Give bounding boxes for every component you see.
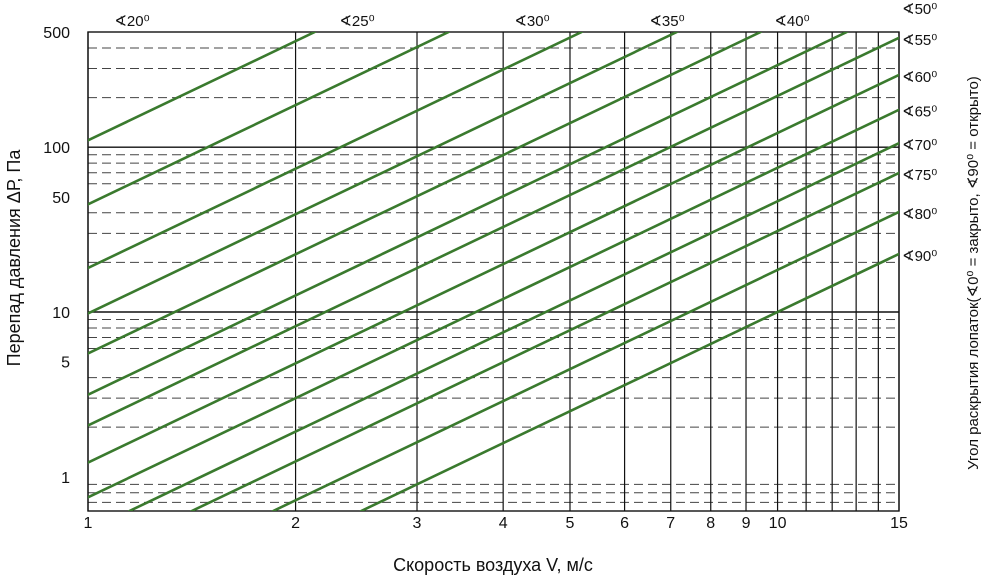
grid bbox=[87, 31, 900, 512]
series-line bbox=[88, 32, 762, 355]
series-line bbox=[88, 73, 899, 464]
series-lines bbox=[88, 32, 899, 511]
series-label: ∢75⁰ bbox=[902, 167, 937, 184]
series-line bbox=[88, 32, 679, 315]
series-line bbox=[128, 141, 899, 511]
y-tick-label: 500 bbox=[43, 25, 70, 42]
series-label: ∢30⁰ bbox=[514, 13, 549, 30]
series-line bbox=[88, 32, 450, 206]
series-label: ∢55⁰ bbox=[902, 32, 937, 49]
y-tick-label: 10 bbox=[52, 305, 70, 322]
side-axis-title: Угол раскрытия лопаток(∢0⁰ = закрыто, ∢9… bbox=[965, 76, 982, 470]
y-axis-title: Перепад давления ΔР, Па bbox=[4, 149, 24, 367]
y-tick-label: 1 bbox=[61, 470, 70, 487]
x-tick-label: 4 bbox=[499, 515, 508, 532]
series-label: ∢35⁰ bbox=[649, 13, 684, 30]
series-line bbox=[88, 32, 317, 142]
x-tick-label: 10 bbox=[769, 515, 787, 532]
series-label: ∢50⁰ bbox=[902, 1, 937, 18]
x-tick-label: 15 bbox=[890, 515, 908, 532]
series-line bbox=[88, 108, 899, 499]
x-tick-label: 1 bbox=[84, 515, 93, 532]
y-tick-label: 5 bbox=[61, 355, 70, 372]
series-label: ∢80⁰ bbox=[902, 206, 937, 223]
series-line bbox=[88, 32, 849, 396]
series-label: ∢60⁰ bbox=[902, 69, 937, 86]
series-label: ∢40⁰ bbox=[774, 13, 809, 30]
series-line bbox=[190, 171, 899, 511]
series-label: ∢65⁰ bbox=[902, 104, 937, 121]
x-tick-label: 3 bbox=[413, 515, 422, 532]
y-tick-label: 50 bbox=[52, 190, 70, 207]
series-line bbox=[88, 36, 899, 427]
series-line bbox=[271, 210, 899, 511]
x-tick-label: 8 bbox=[706, 515, 715, 532]
x-tick-label: 6 bbox=[620, 515, 629, 532]
x-tick-label: 5 bbox=[566, 515, 575, 532]
y-tick-label: 100 bbox=[43, 140, 70, 157]
x-tick-label: 9 bbox=[742, 515, 751, 532]
x-tick-label: 7 bbox=[666, 515, 675, 532]
x-tick-label: 2 bbox=[291, 515, 300, 532]
series-line bbox=[359, 252, 899, 511]
x-axis-title: Скорость воздуха V, м/с bbox=[393, 555, 593, 575]
series-label: ∢25⁰ bbox=[339, 13, 374, 30]
series-label: ∢70⁰ bbox=[902, 137, 937, 154]
series-line bbox=[88, 32, 583, 270]
series-label: ∢90⁰ bbox=[902, 248, 937, 265]
series-label: ∢20⁰ bbox=[114, 13, 149, 30]
plot-frame bbox=[87, 31, 900, 512]
